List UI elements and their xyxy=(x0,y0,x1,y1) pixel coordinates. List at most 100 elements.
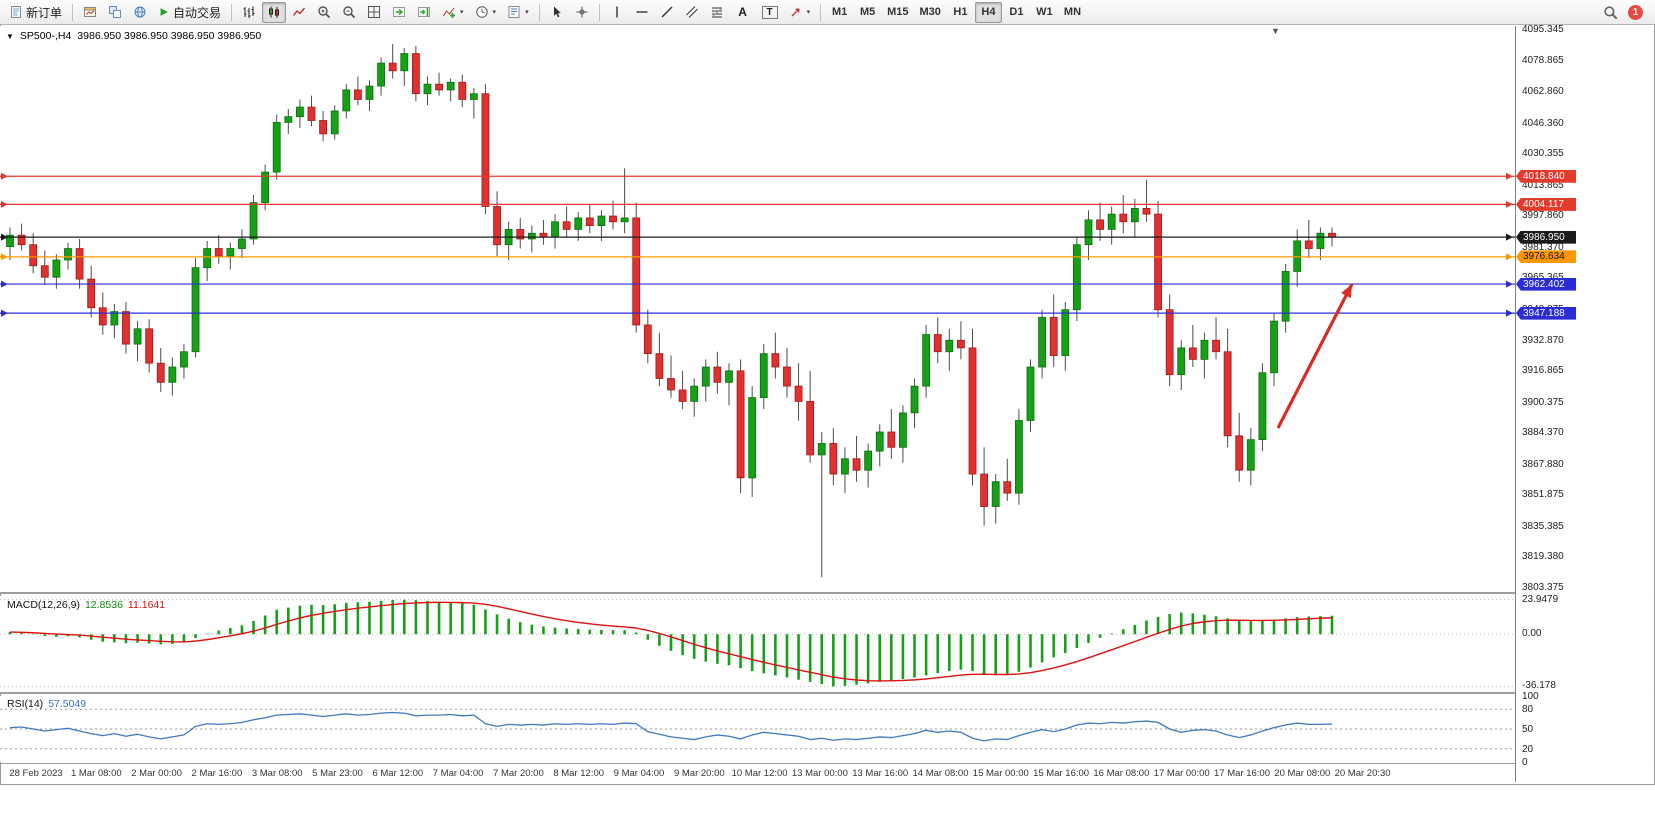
time-axis-label: 13 Mar 16:00 xyxy=(852,768,909,779)
candlestick-icon xyxy=(267,5,281,19)
template-icon xyxy=(507,5,521,19)
time-axis-label: 15 Mar 00:00 xyxy=(972,768,1029,779)
time-axis-label: 20 Mar 08:00 xyxy=(1274,768,1331,779)
notification-badge[interactable]: 1 xyxy=(1628,4,1643,20)
ohlc-bars-icon xyxy=(242,5,256,19)
toolbar-separator xyxy=(72,3,74,21)
text-tool-icon: A xyxy=(738,5,747,19)
line-chart-mode-button[interactable] xyxy=(287,2,311,23)
toolbar-separator xyxy=(538,3,540,21)
profiles-button[interactable] xyxy=(103,2,127,23)
price-axis-label: 3803.375 xyxy=(1522,582,1564,593)
macd-panel-separator[interactable] xyxy=(0,592,1655,594)
timeframe-h4-button[interactable]: H4 xyxy=(974,1,1002,23)
arrows-tool-button[interactable]: ▾ xyxy=(784,2,816,23)
chart-shift-marker[interactable]: ▼ xyxy=(1271,26,1280,36)
tile-windows-button[interactable] xyxy=(362,2,386,23)
label-tool-button[interactable]: T xyxy=(757,2,783,23)
cursor-tool-button[interactable] xyxy=(545,2,569,23)
rsi-axis-label: 20 xyxy=(1522,743,1534,755)
text-tool-button[interactable]: A xyxy=(730,2,756,23)
tile-windows-icon xyxy=(367,5,381,19)
price-scale[interactable]: 4095.345 4078.865 4062.860 4046.360 4030.355… xyxy=(1515,25,1654,782)
price-chart-canvas[interactable] xyxy=(0,26,1515,592)
new-order-label: 新订单 xyxy=(26,5,63,20)
price-level-badge: 3976.634 xyxy=(1516,250,1576,264)
time-axis[interactable]: 28 Feb 2023 1 Mar 08:00 2 Mar 00:00 2 Mar 1… xyxy=(0,764,1515,782)
profiles-icon xyxy=(108,5,122,19)
macd-label: MACD(12,26,9) 12.8536 11.1641 xyxy=(7,599,165,611)
price-axis-label: 3997.860 xyxy=(1522,210,1564,222)
timeframe-d1-button[interactable]: D1 xyxy=(1009,6,1024,18)
chart-symbol-period: SP500-,H4 xyxy=(19,30,72,42)
price-axis-label: 3835.385 xyxy=(1522,520,1564,532)
price-axis-label: 4013.865 xyxy=(1522,179,1564,191)
timeframe-h1-button[interactable]: H1 xyxy=(953,6,968,18)
periods-button[interactable]: ▾ xyxy=(470,2,502,23)
zoom-out-icon xyxy=(342,5,356,19)
equidistant-channel-icon xyxy=(685,5,699,19)
price-level-badge: 3962.402 xyxy=(1516,277,1576,291)
timeframe-w1-button[interactable]: W1 xyxy=(1036,6,1053,18)
time-axis-label: 17 Mar 16:00 xyxy=(1214,768,1270,779)
zoom-out-button[interactable] xyxy=(337,2,361,23)
bar-chart-mode-button[interactable] xyxy=(237,2,261,23)
macd-name: MACD(12,26,9) xyxy=(7,599,80,611)
new-order-button[interactable]: 新订单 xyxy=(4,2,67,23)
macd-main-value: 12.8536 xyxy=(84,599,123,611)
rsi-panel-separator[interactable] xyxy=(0,692,1655,694)
price-axis-label: 4078.865 xyxy=(1522,55,1564,67)
chevron-down-icon: ▾ xyxy=(806,9,811,16)
time-axis-label: 17 Mar 00:00 xyxy=(1153,768,1210,779)
price-axis-label: 4030.355 xyxy=(1522,148,1564,160)
candlestick-mode-button[interactable] xyxy=(262,1,287,23)
timeframe-mn-button[interactable]: MN xyxy=(1063,6,1082,18)
price-level-badge: 4004.117 xyxy=(1516,197,1576,211)
time-axis-label: 9 Mar 20:00 xyxy=(673,768,725,779)
new-chart-button[interactable] xyxy=(78,2,102,23)
crosshair-tool-button[interactable] xyxy=(570,2,594,23)
price-axis-label: 3867.880 xyxy=(1522,458,1564,470)
indicators-button[interactable]: ▾ xyxy=(437,2,469,23)
channel-tool-button[interactable] xyxy=(680,2,704,23)
trendline-tool-button[interactable] xyxy=(655,2,679,23)
timeframe-m30-button[interactable]: M30 xyxy=(919,6,941,18)
zoom-in-icon xyxy=(317,5,331,19)
templates-button[interactable]: ▾ xyxy=(502,2,534,23)
chevron-down-icon: ▾ xyxy=(492,9,497,16)
macd-signal-value: 11.1641 xyxy=(127,599,166,611)
price-axis-label: 3819.380 xyxy=(1522,551,1564,563)
chart-collapse-icon[interactable]: ▼ xyxy=(6,31,14,41)
rsi-canvas[interactable] xyxy=(0,696,1515,762)
clock-icon xyxy=(475,5,489,19)
time-axis-label: 9 Mar 04:00 xyxy=(613,768,665,779)
price-axis-label: 4046.360 xyxy=(1522,117,1564,129)
timeframe-m1-button[interactable]: M1 xyxy=(831,6,848,18)
time-axis-label: 3 Mar 08:00 xyxy=(251,768,303,779)
rsi-axis-label: 0 xyxy=(1522,757,1528,768)
arrow-object-icon xyxy=(789,5,803,19)
time-axis-label: 2 Mar 16:00 xyxy=(191,768,243,779)
horizontal-line-tool-button[interactable] xyxy=(630,2,654,23)
search-button[interactable] xyxy=(1598,2,1623,23)
timeframe-m5-button[interactable]: M5 xyxy=(859,6,876,18)
time-axis-label: 1 Mar 08:00 xyxy=(70,768,122,779)
community-button[interactable] xyxy=(128,2,152,23)
auto-scroll-button[interactable] xyxy=(387,2,411,23)
time-axis-label: 16 Mar 08:00 xyxy=(1093,768,1150,779)
rsi-label: RSI(14) 57.5049 xyxy=(7,698,86,710)
fibonacci-icon xyxy=(710,5,724,19)
zoom-in-button[interactable] xyxy=(312,2,336,23)
chart-shift-button[interactable] xyxy=(412,2,436,23)
timeframe-m15-button[interactable]: M15 xyxy=(887,6,909,18)
macd-canvas[interactable] xyxy=(0,596,1515,692)
auto-trading-button[interactable]: 自动交易 xyxy=(153,2,226,23)
time-axis-label: 10 Mar 12:00 xyxy=(731,768,788,779)
price-axis-label: 3916.865 xyxy=(1522,365,1564,377)
fibonacci-tool-button[interactable] xyxy=(705,2,729,23)
time-axis-label: 28 Feb 2023 xyxy=(9,768,63,779)
time-axis-label: 7 Mar 20:00 xyxy=(493,768,544,779)
chart-shift-icon xyxy=(417,5,431,19)
auto-scroll-icon xyxy=(392,5,406,19)
vertical-line-tool-button[interactable] xyxy=(605,2,629,23)
